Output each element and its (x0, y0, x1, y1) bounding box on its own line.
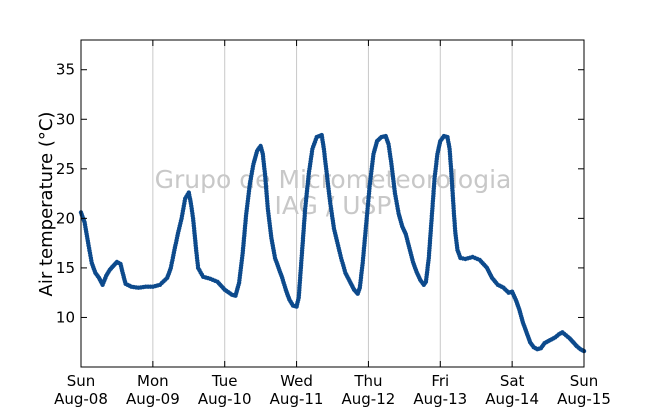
x-tick-label-date: Aug-15 (557, 390, 611, 408)
y-tick-label: 15 (56, 259, 75, 277)
x-tick-label-date: Aug-14 (485, 390, 539, 408)
data-points (78, 132, 587, 354)
x-tick-label-date: Aug-11 (270, 390, 324, 408)
x-tick-label-day: Sat (500, 372, 525, 390)
watermark-line-1: Grupo de Micrometeorologia (155, 165, 512, 194)
x-tick-label-day: Mon (137, 372, 169, 390)
x-tick-label-day: Sun (67, 372, 96, 390)
y-tick-label: 20 (56, 209, 75, 227)
x-tick-labels: SunAug-08MonAug-09TueAug-10WedAug-11ThuA… (54, 372, 611, 408)
y-axis-title: Air temperature (°C) (36, 112, 57, 297)
x-tick-label-day: Sun (570, 372, 599, 390)
x-tick-label-day: Fri (431, 372, 449, 390)
x-tick-label-day: Wed (280, 372, 313, 390)
x-tick-label-date: Aug-09 (126, 390, 180, 408)
x-tick-label-day: Tue (211, 372, 238, 390)
x-tick-label-date: Aug-13 (413, 390, 467, 408)
x-tick-label-day: Thu (353, 372, 382, 390)
x-tick-label-date: Aug-10 (198, 390, 252, 408)
axis-ticks (80, 40, 585, 367)
y-tick-label: 30 (56, 110, 75, 128)
plot-frame (80, 39, 585, 368)
x-tick-label-date: Aug-08 (54, 390, 108, 408)
y-tick-label: 25 (56, 160, 75, 178)
x-tick-label-date: Aug-12 (342, 390, 396, 408)
y-tick-label: 35 (56, 61, 75, 79)
y-tick-labels: 10 15 20 25 30 35 (56, 61, 75, 327)
y-tick-label: 10 (56, 308, 75, 326)
x-gridlines (152, 40, 513, 367)
